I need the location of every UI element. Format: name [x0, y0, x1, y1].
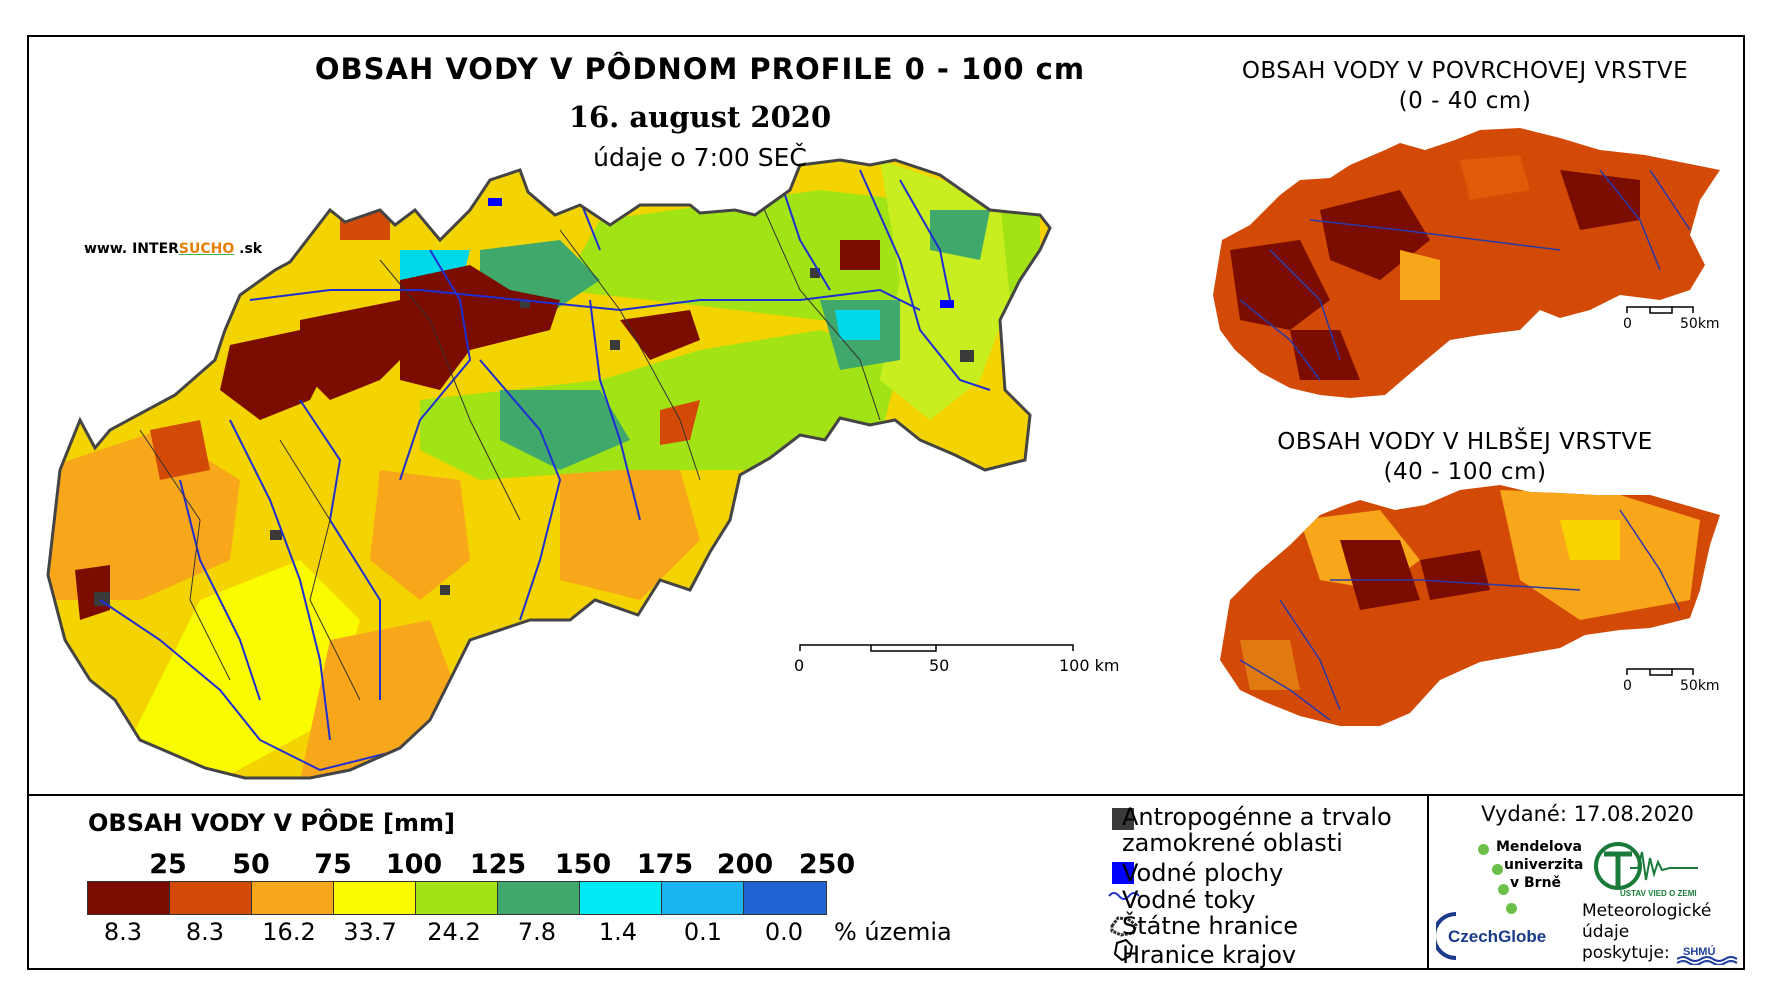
uvoz-logo-text: ÚSTAV VIED O ZEMI: [1620, 889, 1697, 898]
water-label: Vodné plochy: [1122, 859, 1284, 887]
legend-swatch: [88, 882, 170, 914]
map-frame: [27, 35, 1745, 970]
issue-divider: [1427, 794, 1429, 970]
urban-label: Antropogénne a trvalo zamokrené oblasti: [1122, 803, 1392, 857]
urban-area-icon: [1112, 808, 1134, 830]
meteo-provider-text: Meteorologické údaje poskytuje:: [1582, 901, 1712, 963]
map-date: 16. august 2020: [568, 100, 832, 134]
inset-bottom-scale-50: 50km: [1680, 678, 1720, 694]
threshold-label: 200: [716, 849, 774, 880]
page-title: OBSAH VODY V PÔDNOM PROFILE 0 - 100 cm: [314, 52, 1086, 86]
threshold-label: 50: [232, 849, 270, 880]
shmu-logo-text: SHMÚ: [1683, 945, 1715, 958]
threshold-label: 75: [314, 849, 352, 880]
percent-label: 24.2: [427, 918, 481, 946]
legend-swatch: [252, 882, 334, 914]
symbol-legend-icons: [1108, 808, 1140, 962]
threshold-label: 150: [554, 849, 612, 880]
legend-title: OBSAH VODY V PÔDE [mm]: [88, 809, 456, 837]
threshold-label: 25: [149, 849, 187, 880]
inset-scale-bars: [1626, 306, 1694, 676]
inset-bottom-scale-0: 0: [1623, 678, 1632, 694]
legend-swatch: [580, 882, 662, 914]
scale-label-50: 50: [929, 656, 950, 675]
uvoz-logo: ÚSTAV VIED O ZEMI: [1594, 842, 1698, 898]
scale-label-0: 0: [794, 656, 805, 675]
legend-swatch: [662, 882, 744, 914]
inset-top-title: OBSAH VODY V POVRCHOVEJ VRSTVE (0 - 40 c…: [1241, 58, 1689, 114]
rivers-label: Vodné toky: [1122, 886, 1256, 914]
percent-label: 0.0: [764, 918, 804, 946]
threshold-label: 125: [469, 849, 527, 880]
legend-swatch: [334, 882, 416, 914]
state-border-label: Štátne hranice: [1122, 912, 1298, 940]
czechglobe-logo: CzechGlobe: [1436, 912, 1546, 960]
legend-divider: [27, 794, 1745, 796]
issue-date: Vydané: 17.08.2020: [1481, 802, 1694, 826]
inset-bottom-title: OBSAH VODY V HLBŠEJ VRSTVE (40 - 100 cm): [1277, 429, 1653, 485]
main-scale-bar: [799, 644, 1074, 652]
percent-label: 1.4: [598, 918, 638, 946]
inset-top-scale-0: 0: [1623, 316, 1632, 332]
state-border-icon: [1110, 916, 1138, 937]
percent-label: 8.3: [185, 918, 225, 946]
percent-label: 8.3: [103, 918, 143, 946]
legend-swatch: [498, 882, 580, 914]
river-icon: [1108, 892, 1140, 900]
percent-label: 7.8: [517, 918, 557, 946]
legend-swatch: [170, 882, 252, 914]
percent-label: 16.2: [262, 918, 316, 946]
legend-swatch: [416, 882, 498, 914]
legend-swatch: [744, 882, 826, 914]
website-link[interactable]: www. INTERSUCHO .sk: [84, 241, 263, 257]
threshold-label: 250: [798, 849, 856, 880]
legend-color-scale: [87, 881, 827, 915]
threshold-label: 100: [385, 849, 443, 880]
threshold-label: 175: [636, 849, 694, 880]
scale-label-100: 100 km: [1059, 656, 1120, 675]
region-border-label: Hranice krajov: [1122, 941, 1297, 969]
region-border-icon: [1113, 938, 1134, 962]
czechglobe-logo-text: CzechGlobe: [1448, 927, 1546, 946]
percent-unit: % územia: [834, 918, 952, 946]
data-time: údaje o 7:00 SEČ: [593, 143, 807, 172]
percent-label: 0.1: [683, 918, 723, 946]
inset-top-scale-50: 50km: [1680, 316, 1720, 332]
water-body-icon: [1112, 862, 1134, 884]
shmu-logo: SHMÚ: [1677, 943, 1741, 965]
percent-label: 33.7: [343, 918, 397, 946]
